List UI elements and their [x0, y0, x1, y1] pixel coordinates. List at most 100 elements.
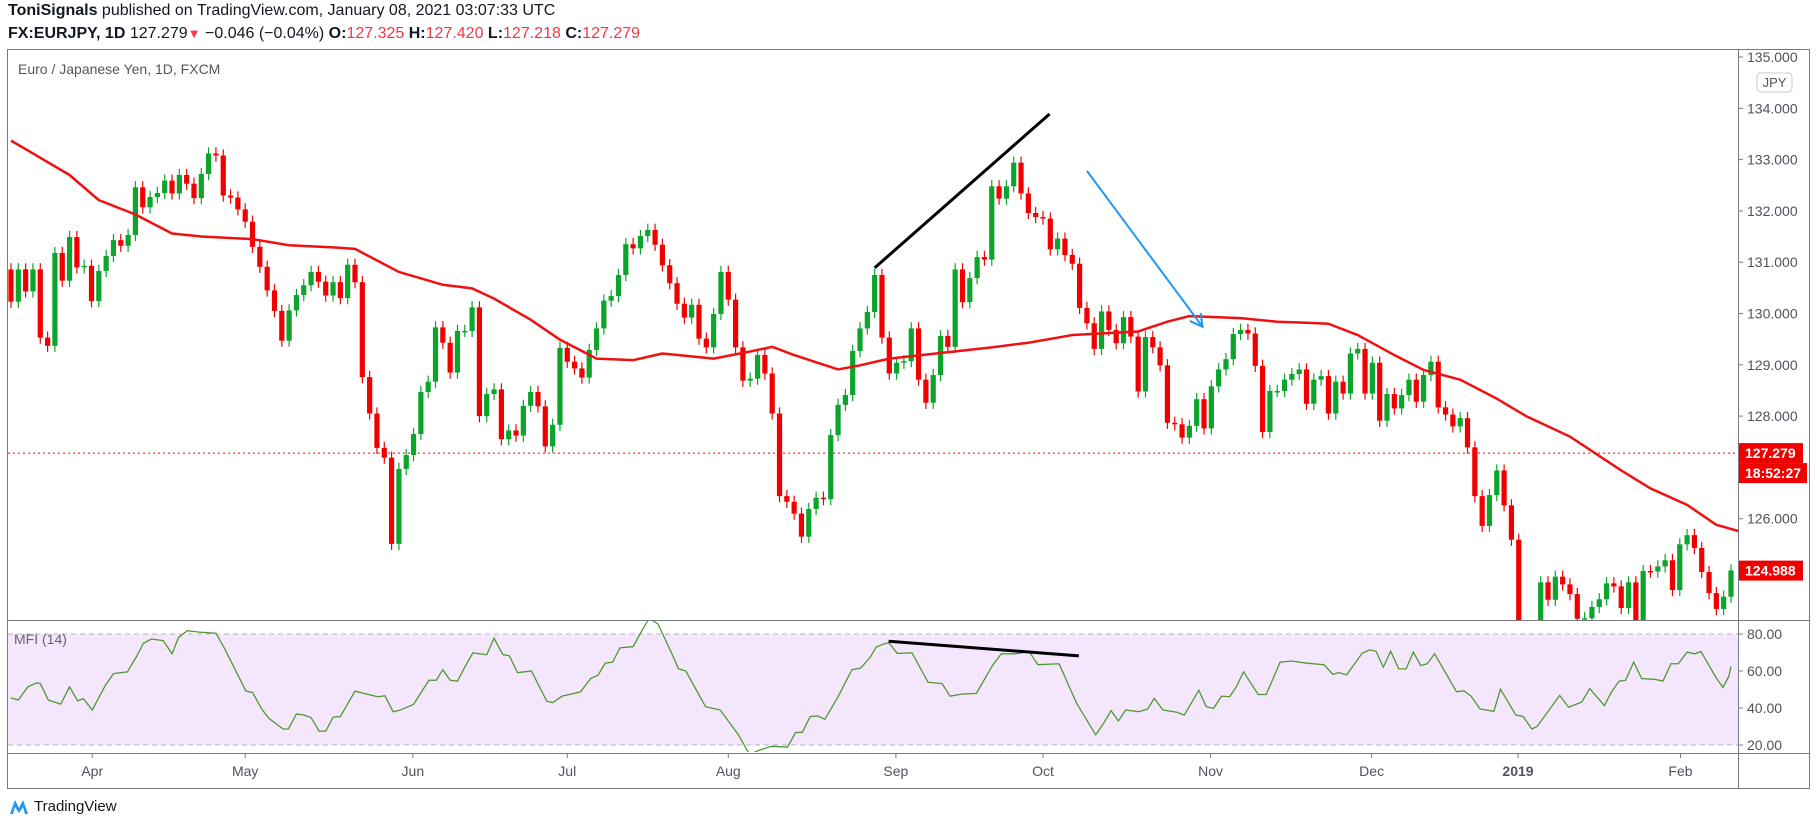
- candle[interactable]: [1713, 586, 1719, 616]
- candle[interactable]: [1494, 464, 1500, 502]
- candle[interactable]: [535, 385, 541, 413]
- candle[interactable]: [271, 284, 278, 318]
- candle[interactable]: [184, 168, 190, 190]
- candle[interactable]: [1369, 356, 1375, 400]
- candle[interactable]: [1699, 541, 1705, 579]
- candle[interactable]: [718, 265, 724, 321]
- candle[interactable]: [132, 181, 139, 242]
- candle[interactable]: [498, 383, 504, 446]
- candle[interactable]: [1640, 564, 1646, 627]
- candle[interactable]: [1472, 441, 1478, 503]
- candle[interactable]: [674, 277, 680, 310]
- candle[interactable]: [1406, 373, 1412, 402]
- candle[interactable]: [206, 147, 212, 181]
- candle[interactable]: [813, 491, 819, 516]
- candle[interactable]: [374, 407, 380, 455]
- candle[interactable]: [454, 324, 461, 379]
- candle[interactable]: [1281, 373, 1288, 398]
- candle[interactable]: [974, 250, 980, 285]
- candle[interactable]: [1450, 408, 1456, 433]
- candle[interactable]: [440, 321, 446, 349]
- candle[interactable]: [564, 341, 570, 368]
- candle[interactable]: [1318, 369, 1324, 386]
- candle[interactable]: [1486, 488, 1493, 533]
- candle[interactable]: [784, 489, 790, 508]
- candle[interactable]: [681, 297, 687, 324]
- candle[interactable]: [981, 250, 988, 266]
- candle[interactable]: [235, 191, 241, 216]
- candle[interactable]: [1567, 578, 1573, 601]
- candle[interactable]: [345, 258, 351, 305]
- candle[interactable]: [66, 230, 73, 287]
- candle[interactable]: [593, 322, 600, 357]
- candle[interactable]: [315, 265, 322, 288]
- candle[interactable]: [15, 263, 21, 308]
- candle[interactable]: [1442, 401, 1449, 421]
- candle[interactable]: [747, 372, 753, 387]
- candle[interactable]: [1501, 464, 1507, 512]
- candle[interactable]: [1603, 577, 1610, 606]
- candle[interactable]: [1399, 388, 1405, 415]
- candle[interactable]: [286, 304, 292, 347]
- candle[interactable]: [1625, 576, 1632, 615]
- candle[interactable]: [110, 233, 117, 263]
- candle[interactable]: [1303, 363, 1310, 410]
- candle[interactable]: [8, 263, 14, 308]
- candle[interactable]: [1040, 210, 1046, 225]
- candle[interactable]: [1384, 387, 1390, 427]
- candle[interactable]: [1245, 323, 1251, 340]
- candle[interactable]: [791, 495, 797, 520]
- candle[interactable]: [425, 375, 431, 399]
- candle[interactable]: [1420, 368, 1427, 408]
- candle[interactable]: [930, 368, 936, 409]
- candle[interactable]: [659, 238, 666, 272]
- candle[interactable]: [249, 215, 256, 253]
- candle[interactable]: [542, 400, 548, 453]
- candle[interactable]: [1391, 387, 1397, 415]
- candle[interactable]: [279, 304, 285, 347]
- candle[interactable]: [740, 341, 746, 387]
- candle[interactable]: [1347, 347, 1354, 400]
- candle[interactable]: [1325, 369, 1332, 420]
- candle[interactable]: [1333, 375, 1339, 420]
- candle[interactable]: [330, 276, 336, 302]
- candle[interactable]: [1238, 323, 1244, 341]
- candle[interactable]: [1435, 355, 1441, 414]
- candle[interactable]: [403, 448, 409, 476]
- candle[interactable]: [1186, 419, 1192, 444]
- candle[interactable]: [1355, 342, 1361, 360]
- candle[interactable]: [484, 387, 490, 423]
- candle[interactable]: [1362, 342, 1368, 400]
- candle[interactable]: [418, 385, 424, 441]
- candle[interactable]: [1252, 327, 1258, 372]
- candle[interactable]: [337, 276, 343, 305]
- candle[interactable]: [1413, 373, 1419, 408]
- candle[interactable]: [1428, 355, 1434, 382]
- candle[interactable]: [1259, 359, 1266, 439]
- candle[interactable]: [1098, 305, 1105, 356]
- candle[interactable]: [1289, 367, 1295, 386]
- candle[interactable]: [1618, 580, 1624, 615]
- candle[interactable]: [652, 223, 658, 251]
- candle[interactable]: [886, 331, 892, 380]
- candle[interactable]: [689, 298, 695, 324]
- candle[interactable]: [579, 362, 585, 384]
- candle[interactable]: [945, 329, 951, 354]
- candle[interactable]: [103, 249, 109, 278]
- candle[interactable]: [571, 355, 578, 375]
- candle[interactable]: [1516, 533, 1522, 659]
- candle[interactable]: [1135, 330, 1141, 398]
- candle[interactable]: [842, 388, 848, 411]
- candle[interactable]: [1230, 327, 1236, 366]
- candle[interactable]: [1172, 416, 1178, 431]
- candle[interactable]: [352, 258, 358, 289]
- candle[interactable]: [1552, 570, 1558, 606]
- mfi-trendline-drawing[interactable]: [888, 639, 1079, 658]
- trendline-drawing[interactable]: [873, 112, 1051, 269]
- candle[interactable]: [37, 263, 43, 344]
- candle[interactable]: [301, 279, 307, 302]
- candle[interactable]: [213, 147, 219, 162]
- candle[interactable]: [506, 424, 512, 446]
- candle[interactable]: [1479, 489, 1485, 533]
- candle[interactable]: [835, 398, 841, 442]
